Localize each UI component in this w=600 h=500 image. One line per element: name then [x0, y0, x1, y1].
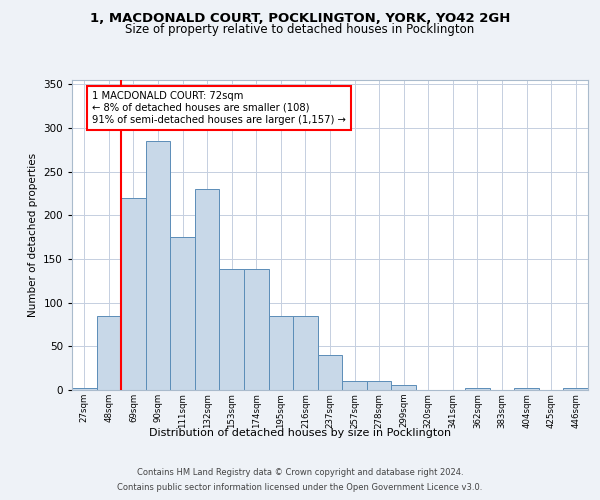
Bar — [220, 270, 244, 390]
Text: 1 MACDONALD COURT: 72sqm
← 8% of detached houses are smaller (108)
91% of semi-d: 1 MACDONALD COURT: 72sqm ← 8% of detache… — [92, 92, 346, 124]
Bar — [391, 385, 416, 390]
Bar — [293, 316, 318, 390]
Text: 1, MACDONALD COURT, POCKLINGTON, YORK, YO42 2GH: 1, MACDONALD COURT, POCKLINGTON, YORK, Y… — [90, 12, 510, 26]
Text: Distribution of detached houses by size in Pocklington: Distribution of detached houses by size … — [149, 428, 451, 438]
Y-axis label: Number of detached properties: Number of detached properties — [28, 153, 38, 317]
Bar — [121, 198, 146, 390]
Bar — [514, 388, 539, 390]
Bar — [367, 382, 391, 390]
Bar — [170, 237, 195, 390]
Bar — [195, 189, 220, 390]
Bar — [563, 388, 588, 390]
Text: Contains public sector information licensed under the Open Government Licence v3: Contains public sector information licen… — [118, 483, 482, 492]
Bar — [146, 141, 170, 390]
Bar — [342, 382, 367, 390]
Bar — [318, 355, 342, 390]
Text: Size of property relative to detached houses in Pocklington: Size of property relative to detached ho… — [125, 22, 475, 36]
Bar — [97, 316, 121, 390]
Text: Contains HM Land Registry data © Crown copyright and database right 2024.: Contains HM Land Registry data © Crown c… — [137, 468, 463, 477]
Bar — [269, 316, 293, 390]
Bar — [244, 270, 269, 390]
Bar — [72, 388, 97, 390]
Bar — [465, 388, 490, 390]
